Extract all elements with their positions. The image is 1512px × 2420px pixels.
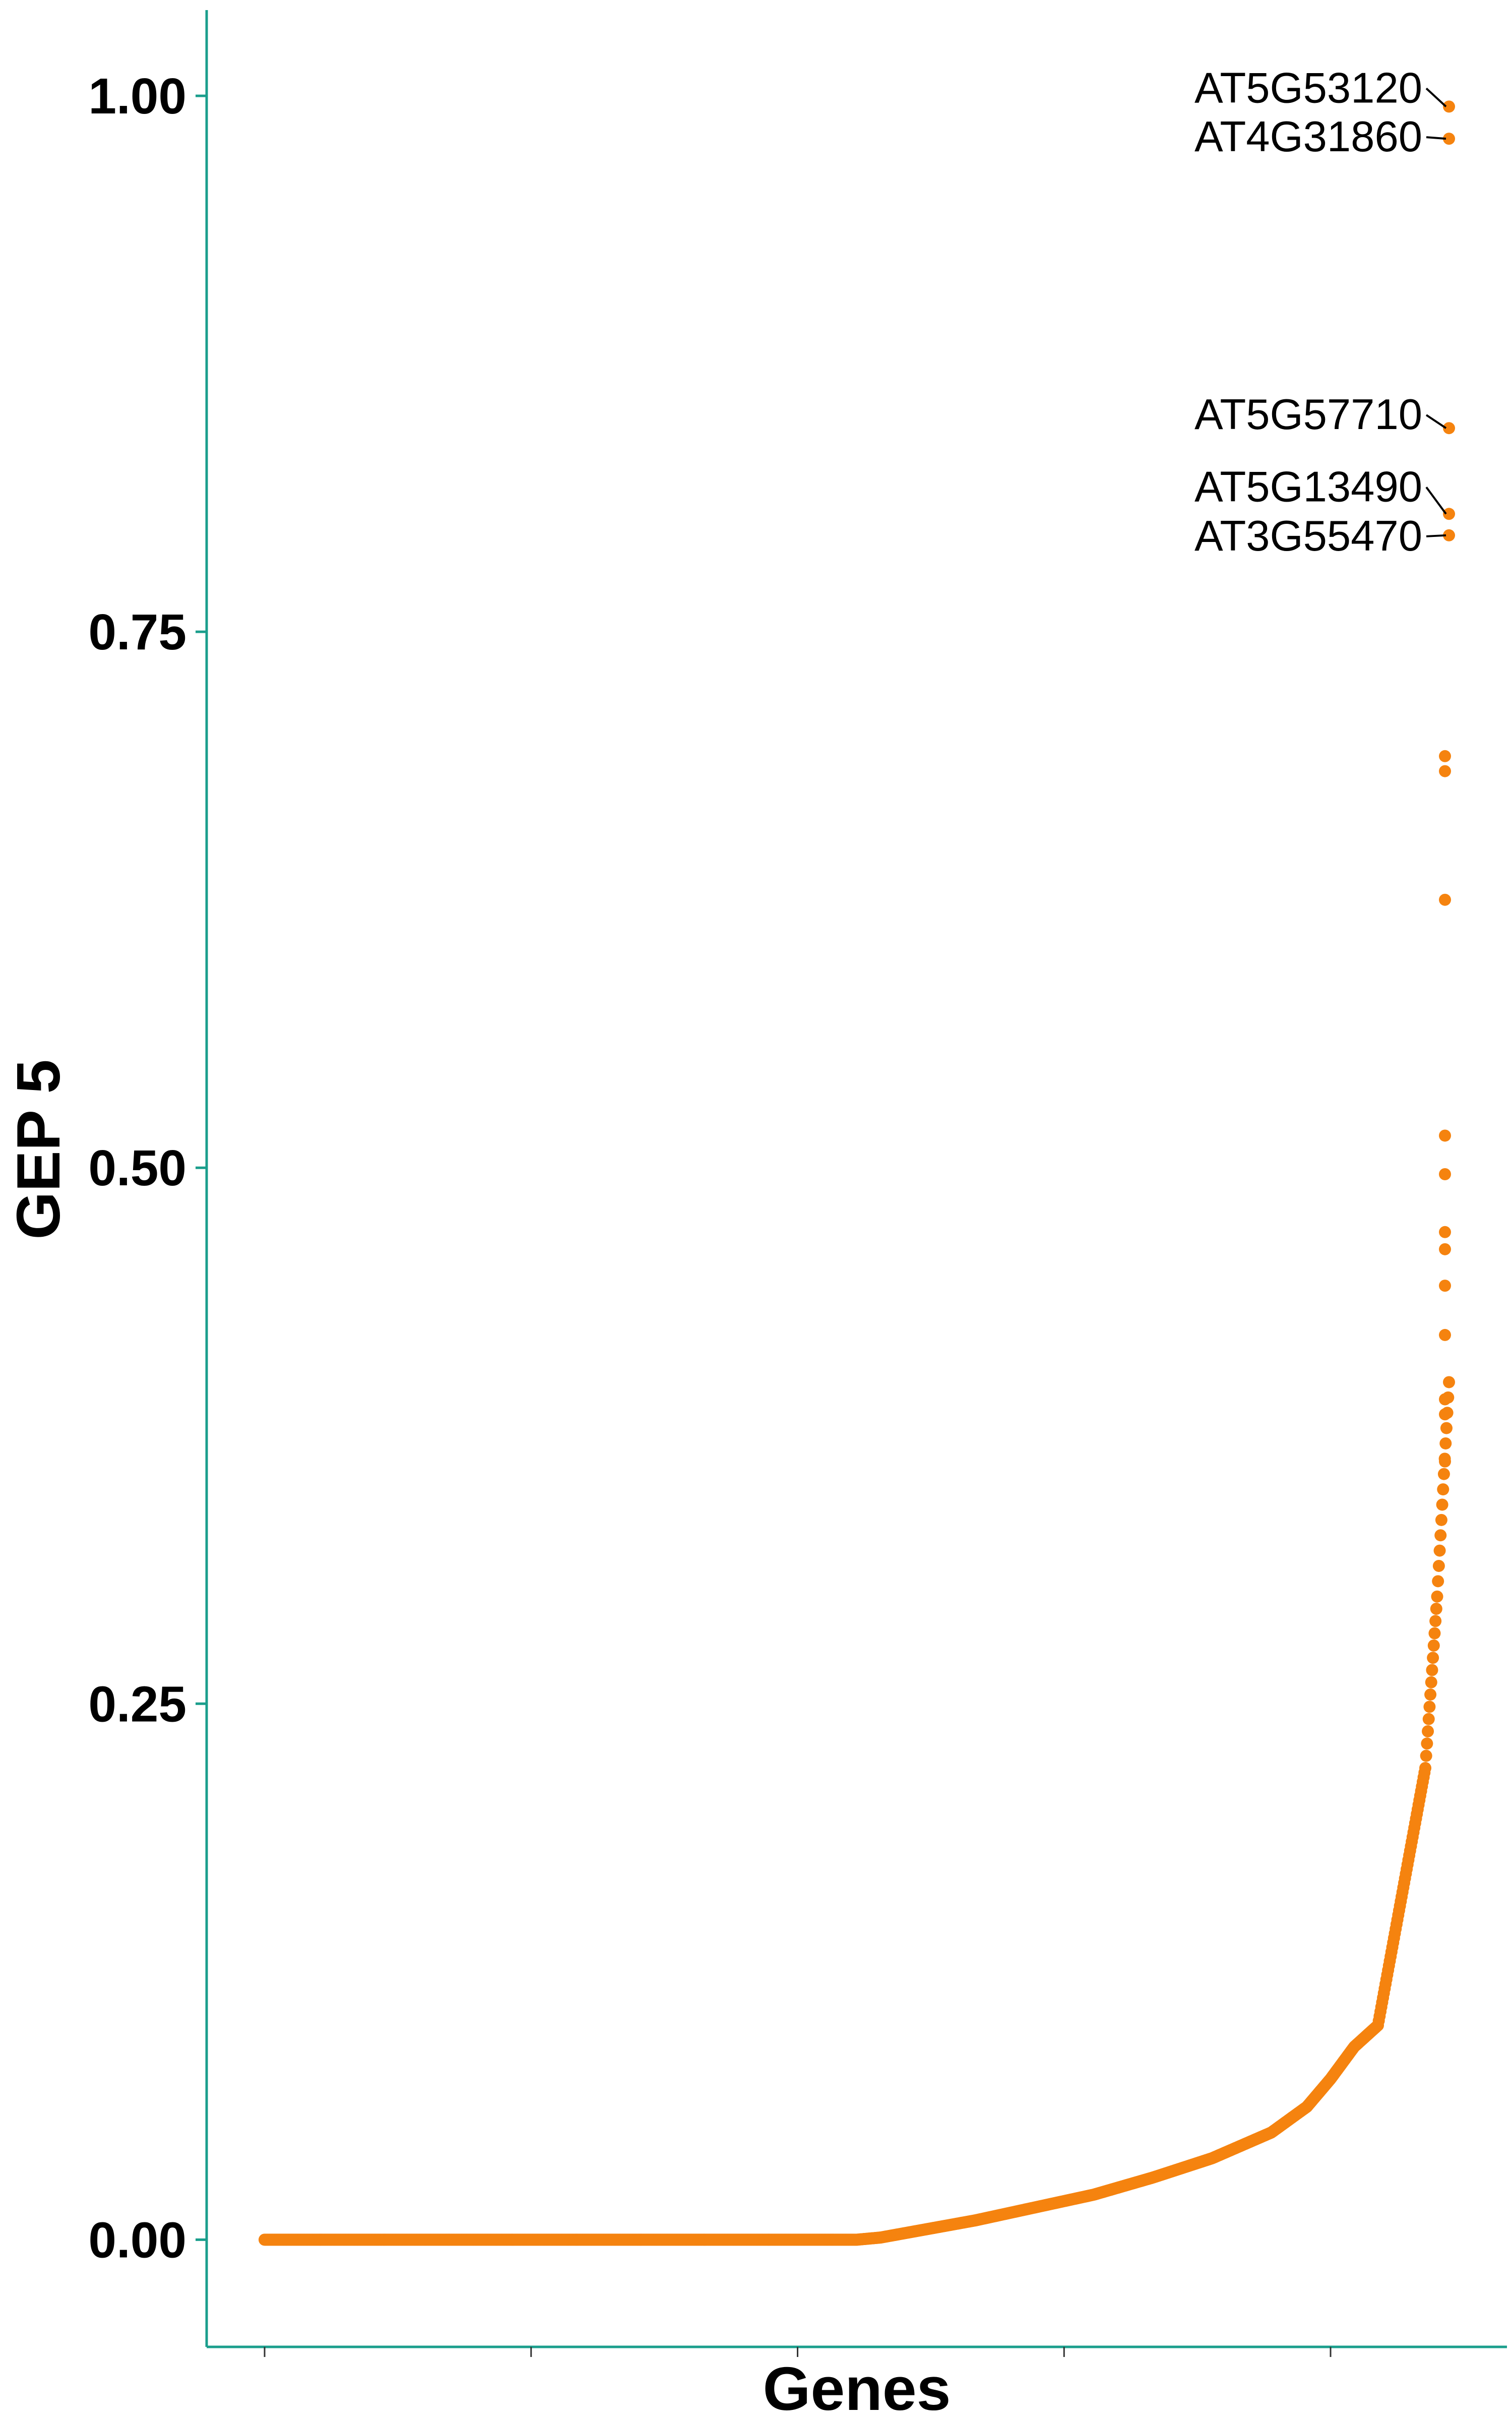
data-point <box>1435 1514 1447 1526</box>
data-point <box>1437 1483 1450 1496</box>
data-point <box>1443 100 1455 113</box>
data-point <box>1439 1393 1451 1406</box>
data-point <box>1439 1455 1451 1468</box>
data-point <box>1429 1615 1442 1627</box>
data-point <box>1439 1328 1451 1341</box>
gene-label-leader <box>1426 534 1446 537</box>
data-point <box>1439 1408 1451 1421</box>
data-point <box>1443 422 1455 435</box>
gene-label: AT3G55470 <box>1194 512 1422 560</box>
x-ticks <box>264 2347 1332 2357</box>
y-tick-label: 0.25 <box>88 1676 186 1732</box>
data-point <box>1424 1688 1437 1701</box>
y-tick-label: 1.00 <box>88 68 186 125</box>
gene-label-leader <box>1426 136 1446 140</box>
y-tick-label: 0.00 <box>88 2212 186 2268</box>
y-axis-title: GEP 5 <box>4 1059 73 1239</box>
data-point <box>1434 1529 1447 1542</box>
x-axis-title: Genes <box>763 2354 951 2420</box>
gene-label-leader <box>1425 87 1447 107</box>
data-point <box>1425 1676 1437 1688</box>
data-point <box>1439 750 1451 762</box>
data-point <box>1427 1652 1439 1664</box>
data-point <box>1426 1664 1438 1676</box>
data-point <box>1443 529 1455 541</box>
data-point <box>1430 1602 1442 1615</box>
gene-label: AT4G31860 <box>1194 113 1422 161</box>
data-point <box>1439 1168 1451 1180</box>
y-tick-label: 0.75 <box>88 604 186 660</box>
gene-label: AT5G53120 <box>1194 64 1422 112</box>
data-point <box>1427 1639 1440 1652</box>
data-point <box>1439 1280 1451 1292</box>
gene-label-leader <box>1425 487 1447 515</box>
gene-label: AT5G13490 <box>1194 463 1422 511</box>
data-points <box>259 100 1455 2246</box>
data-point <box>1431 1590 1443 1603</box>
y-tick-label: 0.50 <box>88 1140 186 1196</box>
data-point <box>1439 1129 1451 1142</box>
data-point <box>1440 1422 1453 1434</box>
data-point <box>1439 1243 1451 1255</box>
data-point <box>1436 1498 1448 1511</box>
data-point <box>1439 1226 1451 1238</box>
gene-label-leaders <box>1425 87 1447 537</box>
data-point <box>1422 1725 1434 1737</box>
data-point <box>1439 1437 1452 1449</box>
data-point <box>1432 1575 1444 1588</box>
data-point <box>1428 1627 1441 1640</box>
data-point <box>1432 1559 1445 1572</box>
data-point <box>1421 1737 1433 1750</box>
data-point <box>1443 133 1455 145</box>
data-point <box>1419 1762 1431 1774</box>
y-ticks: 0.00 0.25 0.50 0.75 1.00 <box>88 68 207 2268</box>
data-point <box>1443 508 1455 520</box>
data-point <box>1443 1376 1455 1388</box>
data-point <box>1433 1544 1446 1557</box>
data-point <box>1439 765 1451 777</box>
data-point <box>1420 1749 1432 1762</box>
gene-label-leader <box>1425 414 1447 429</box>
data-point <box>1437 1468 1450 1480</box>
data-point <box>1439 893 1451 906</box>
data-point <box>1423 1701 1436 1713</box>
data-point <box>1422 1713 1435 1725</box>
gene-label: AT5G57710 <box>1194 391 1422 439</box>
